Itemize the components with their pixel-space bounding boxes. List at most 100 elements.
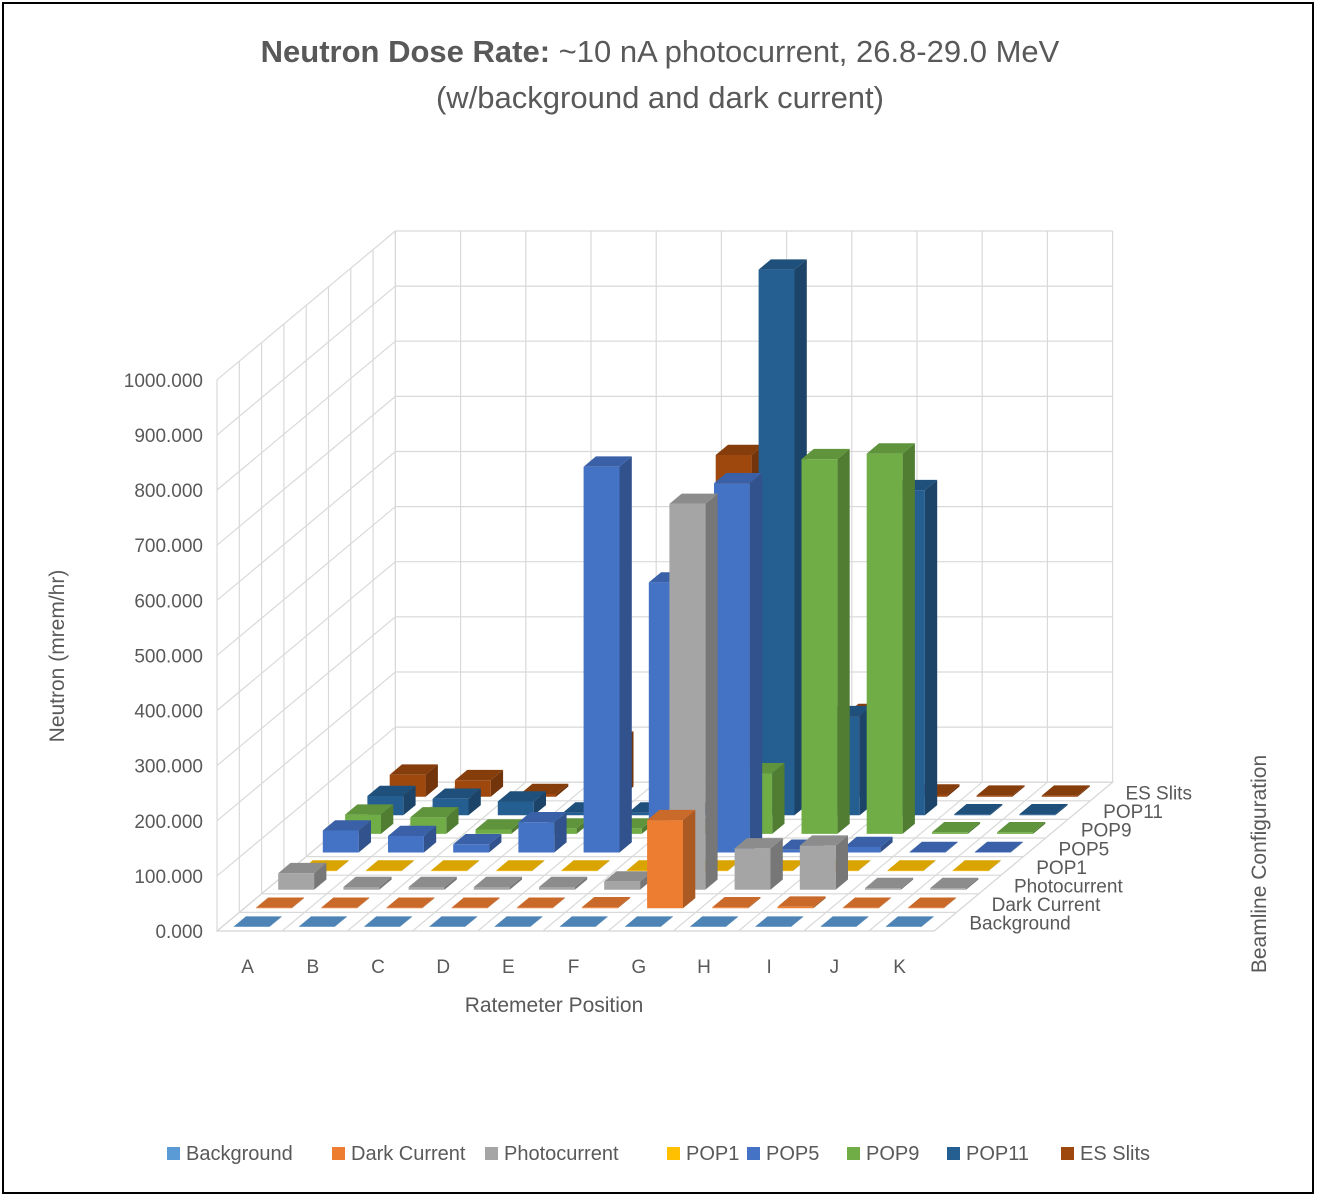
bar-front-face (954, 814, 991, 816)
bar-front-face (453, 844, 490, 853)
legend-item-pop9: POP9 (847, 1143, 919, 1165)
bar-front-face (583, 466, 620, 853)
bar-side-face (967, 822, 981, 834)
bar-front-face (647, 820, 683, 909)
bar-top-face (581, 897, 631, 908)
bar-side-face (379, 876, 392, 890)
bar-dark-current-a (255, 897, 305, 909)
bar-pop1-b (365, 860, 414, 872)
bar-front-face (365, 870, 402, 872)
bar-top-face (1019, 804, 1068, 815)
x-axis-title: Ratemeter Position (465, 994, 644, 1017)
bar-side-face (597, 860, 610, 872)
floor-gridline-category (868, 781, 1048, 932)
bar-front-face (539, 887, 575, 890)
bar-pop5-c (453, 834, 502, 853)
floor-gridline-category (933, 781, 1113, 932)
legend-label: Photocurrent (504, 1143, 619, 1165)
bar-top-face (714, 473, 763, 484)
legend-item-es-slits: ES Slits (1061, 1143, 1150, 1165)
bar-front-face (451, 907, 488, 909)
bar-front-face (516, 907, 553, 909)
y-tick-label: 1000.000 (124, 371, 203, 392)
legend-item-pop1: POP1 (667, 1143, 739, 1165)
bar-side-face (617, 897, 631, 909)
bar-top-face (820, 916, 869, 927)
bar-photocurrent-c (408, 876, 457, 890)
bar-front-face (321, 907, 357, 909)
bar-top-face (386, 897, 435, 908)
bar-front-face (758, 269, 795, 816)
bar-top-face (866, 443, 915, 454)
bar-top-face (255, 897, 305, 908)
bar-front-face (386, 907, 423, 909)
bar-dark-current-i (777, 896, 826, 909)
bar-top-face (454, 769, 504, 781)
bar-pop9-j (931, 822, 981, 834)
bar-front-face (976, 795, 1013, 797)
legend-label: Background (186, 1143, 293, 1165)
bar-top-face (734, 838, 783, 849)
bar-dark-current-c (386, 897, 435, 909)
bar-background-e (494, 916, 543, 927)
bar-front-face (388, 836, 424, 853)
bar-side-face (425, 764, 438, 797)
y-tick-label: 600.000 (134, 591, 203, 612)
bar-side-face (725, 916, 739, 927)
bar-front-face (714, 483, 750, 853)
bar-front-face (473, 887, 510, 890)
bar-top-face (410, 807, 459, 818)
bar-top-face (930, 877, 979, 889)
bar-top-face (669, 493, 718, 504)
bar-top-face (345, 804, 394, 815)
legend-swatch (747, 1147, 760, 1160)
bar-side-face (1010, 841, 1023, 853)
bar-side-face (835, 835, 848, 890)
chart-title: Neutron Dose Rate: ~10 nA photocurrent, … (261, 34, 1060, 69)
bar-top-face (647, 809, 696, 821)
bar-side-face (1033, 822, 1046, 834)
y-tick-label: 700.000 (134, 536, 203, 557)
bar-photocurrent-h (734, 838, 783, 890)
bar-pop1-j (887, 860, 936, 872)
bar-side-face (466, 860, 480, 872)
bar-top-face (322, 820, 371, 831)
bar-side-face (509, 876, 522, 890)
bar-background-a (233, 916, 282, 927)
y-tick-label: 500.000 (134, 646, 203, 667)
y-tick-label: 400.000 (134, 702, 203, 723)
bar-side-face (490, 769, 504, 797)
bar-top-face (388, 825, 437, 836)
bar-front-face (518, 822, 555, 853)
bar-pop11-j (954, 804, 1003, 816)
bar-front-face (801, 459, 838, 834)
bar-side-face (947, 784, 960, 797)
bar-front-face (343, 887, 380, 890)
bar-side-face (966, 877, 979, 890)
bar-side-face (554, 812, 567, 853)
bar-background-h (690, 916, 739, 927)
legend-item-pop11: POP11 (947, 1143, 1029, 1165)
bar-front-face (475, 829, 512, 834)
bar-top-face (712, 897, 761, 908)
bar-top-face (367, 785, 416, 796)
bar-pop1-c (430, 860, 480, 872)
chart-bars (233, 259, 1090, 927)
bar-top-face (954, 804, 1003, 815)
y-axis-ticks: 0.000 100.000 200.000 300.000 400.000 500.000… (124, 371, 203, 943)
bar-top-face (494, 916, 543, 927)
bar-side-face (856, 916, 869, 927)
bar-front-face (561, 870, 598, 872)
bar-side-face (770, 838, 783, 890)
bar-side-face (489, 834, 502, 853)
bar-side-face (945, 841, 958, 853)
bar-side-face (403, 785, 416, 816)
bar-top-face (539, 876, 588, 887)
chart-legend: Background Dark Current Photocurrent POP1 PO… (167, 1143, 1150, 1165)
bar-top-face (755, 916, 804, 927)
bar-top-face (583, 456, 632, 467)
bar-es-slits-k (1041, 785, 1090, 797)
x-tick-label: A (241, 957, 254, 978)
chart-title-rest: ~10 nA photocurrent, 26.8-29.0 MeV (550, 34, 1060, 69)
legend-swatch (847, 1147, 860, 1160)
